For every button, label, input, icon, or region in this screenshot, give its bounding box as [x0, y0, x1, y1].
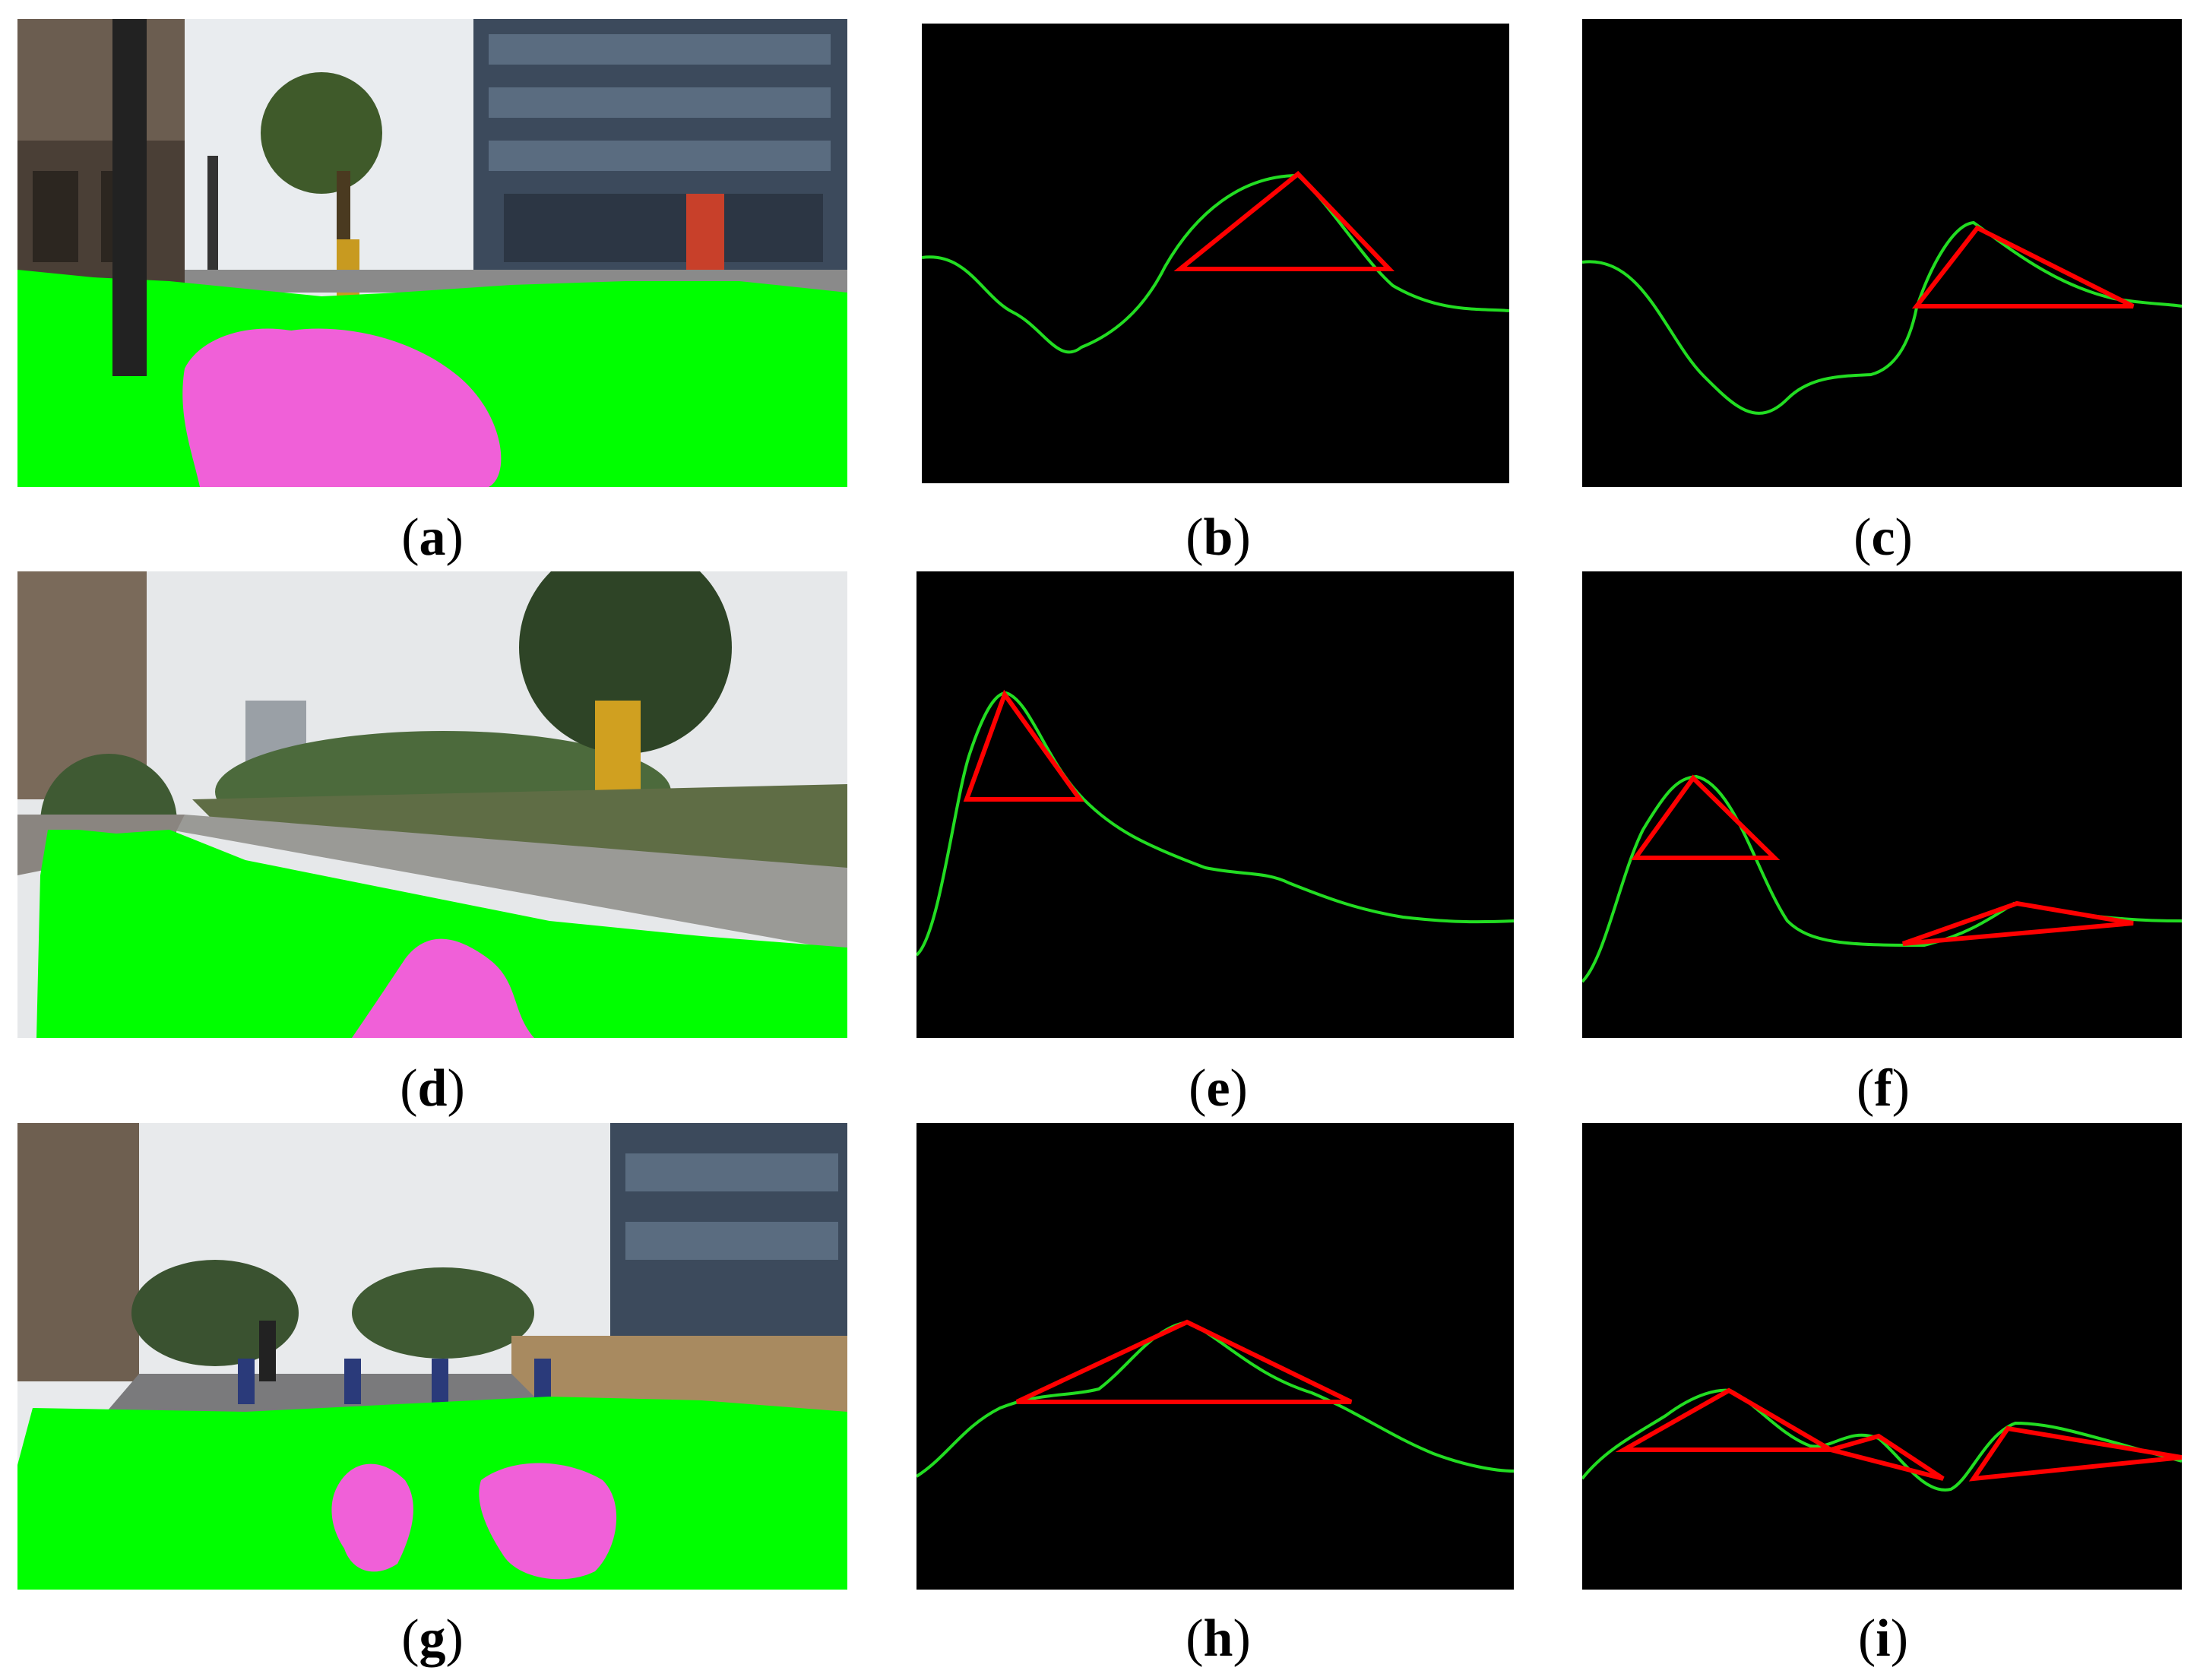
green-curve — [1582, 220, 2182, 415]
curve-plot-c — [1582, 19, 2182, 487]
curve-plot-h — [916, 1123, 1514, 1590]
caption-a: (a) — [401, 508, 464, 567]
road-scene-g — [17, 1123, 847, 1590]
curve-plot-i — [1582, 1123, 2182, 1590]
red-triangle — [1173, 170, 1395, 271]
red-triangle — [963, 689, 1084, 802]
walkway-scene-d — [17, 571, 847, 1038]
photo-panel-a — [17, 19, 847, 487]
caption-c: (c) — [1854, 508, 1913, 567]
curve-plot-f — [1582, 571, 2182, 1038]
red-triangle-2 — [1902, 900, 2134, 946]
curve-plot-e — [916, 571, 1514, 1038]
red-triangle — [1911, 225, 2135, 308]
caption-i: (i) — [1857, 1609, 1909, 1668]
caption-e: (e) — [1189, 1059, 1248, 1118]
caption-h: (h) — [1186, 1609, 1251, 1668]
photo-panel-d — [17, 571, 847, 1038]
green-curve — [922, 173, 1509, 354]
caption-d: (d) — [400, 1059, 465, 1118]
red-triangle-1 — [1631, 774, 1781, 860]
street-scene-a — [17, 19, 847, 487]
green-curve — [916, 1320, 1514, 1478]
photo-panel-g — [17, 1123, 847, 1590]
red-triangle — [1015, 1319, 1353, 1404]
caption-b: (b) — [1186, 508, 1251, 567]
red-triangle-3 — [1968, 1425, 2182, 1482]
curve-plot-b — [922, 24, 1509, 483]
caption-f: (f) — [1857, 1059, 1910, 1118]
green-curve — [916, 691, 1514, 957]
caption-g: (g) — [401, 1609, 464, 1668]
red-triangle-1 — [1615, 1387, 1840, 1452]
green-curve — [1582, 1388, 2182, 1492]
red-triangle-2 — [1822, 1433, 1945, 1481]
